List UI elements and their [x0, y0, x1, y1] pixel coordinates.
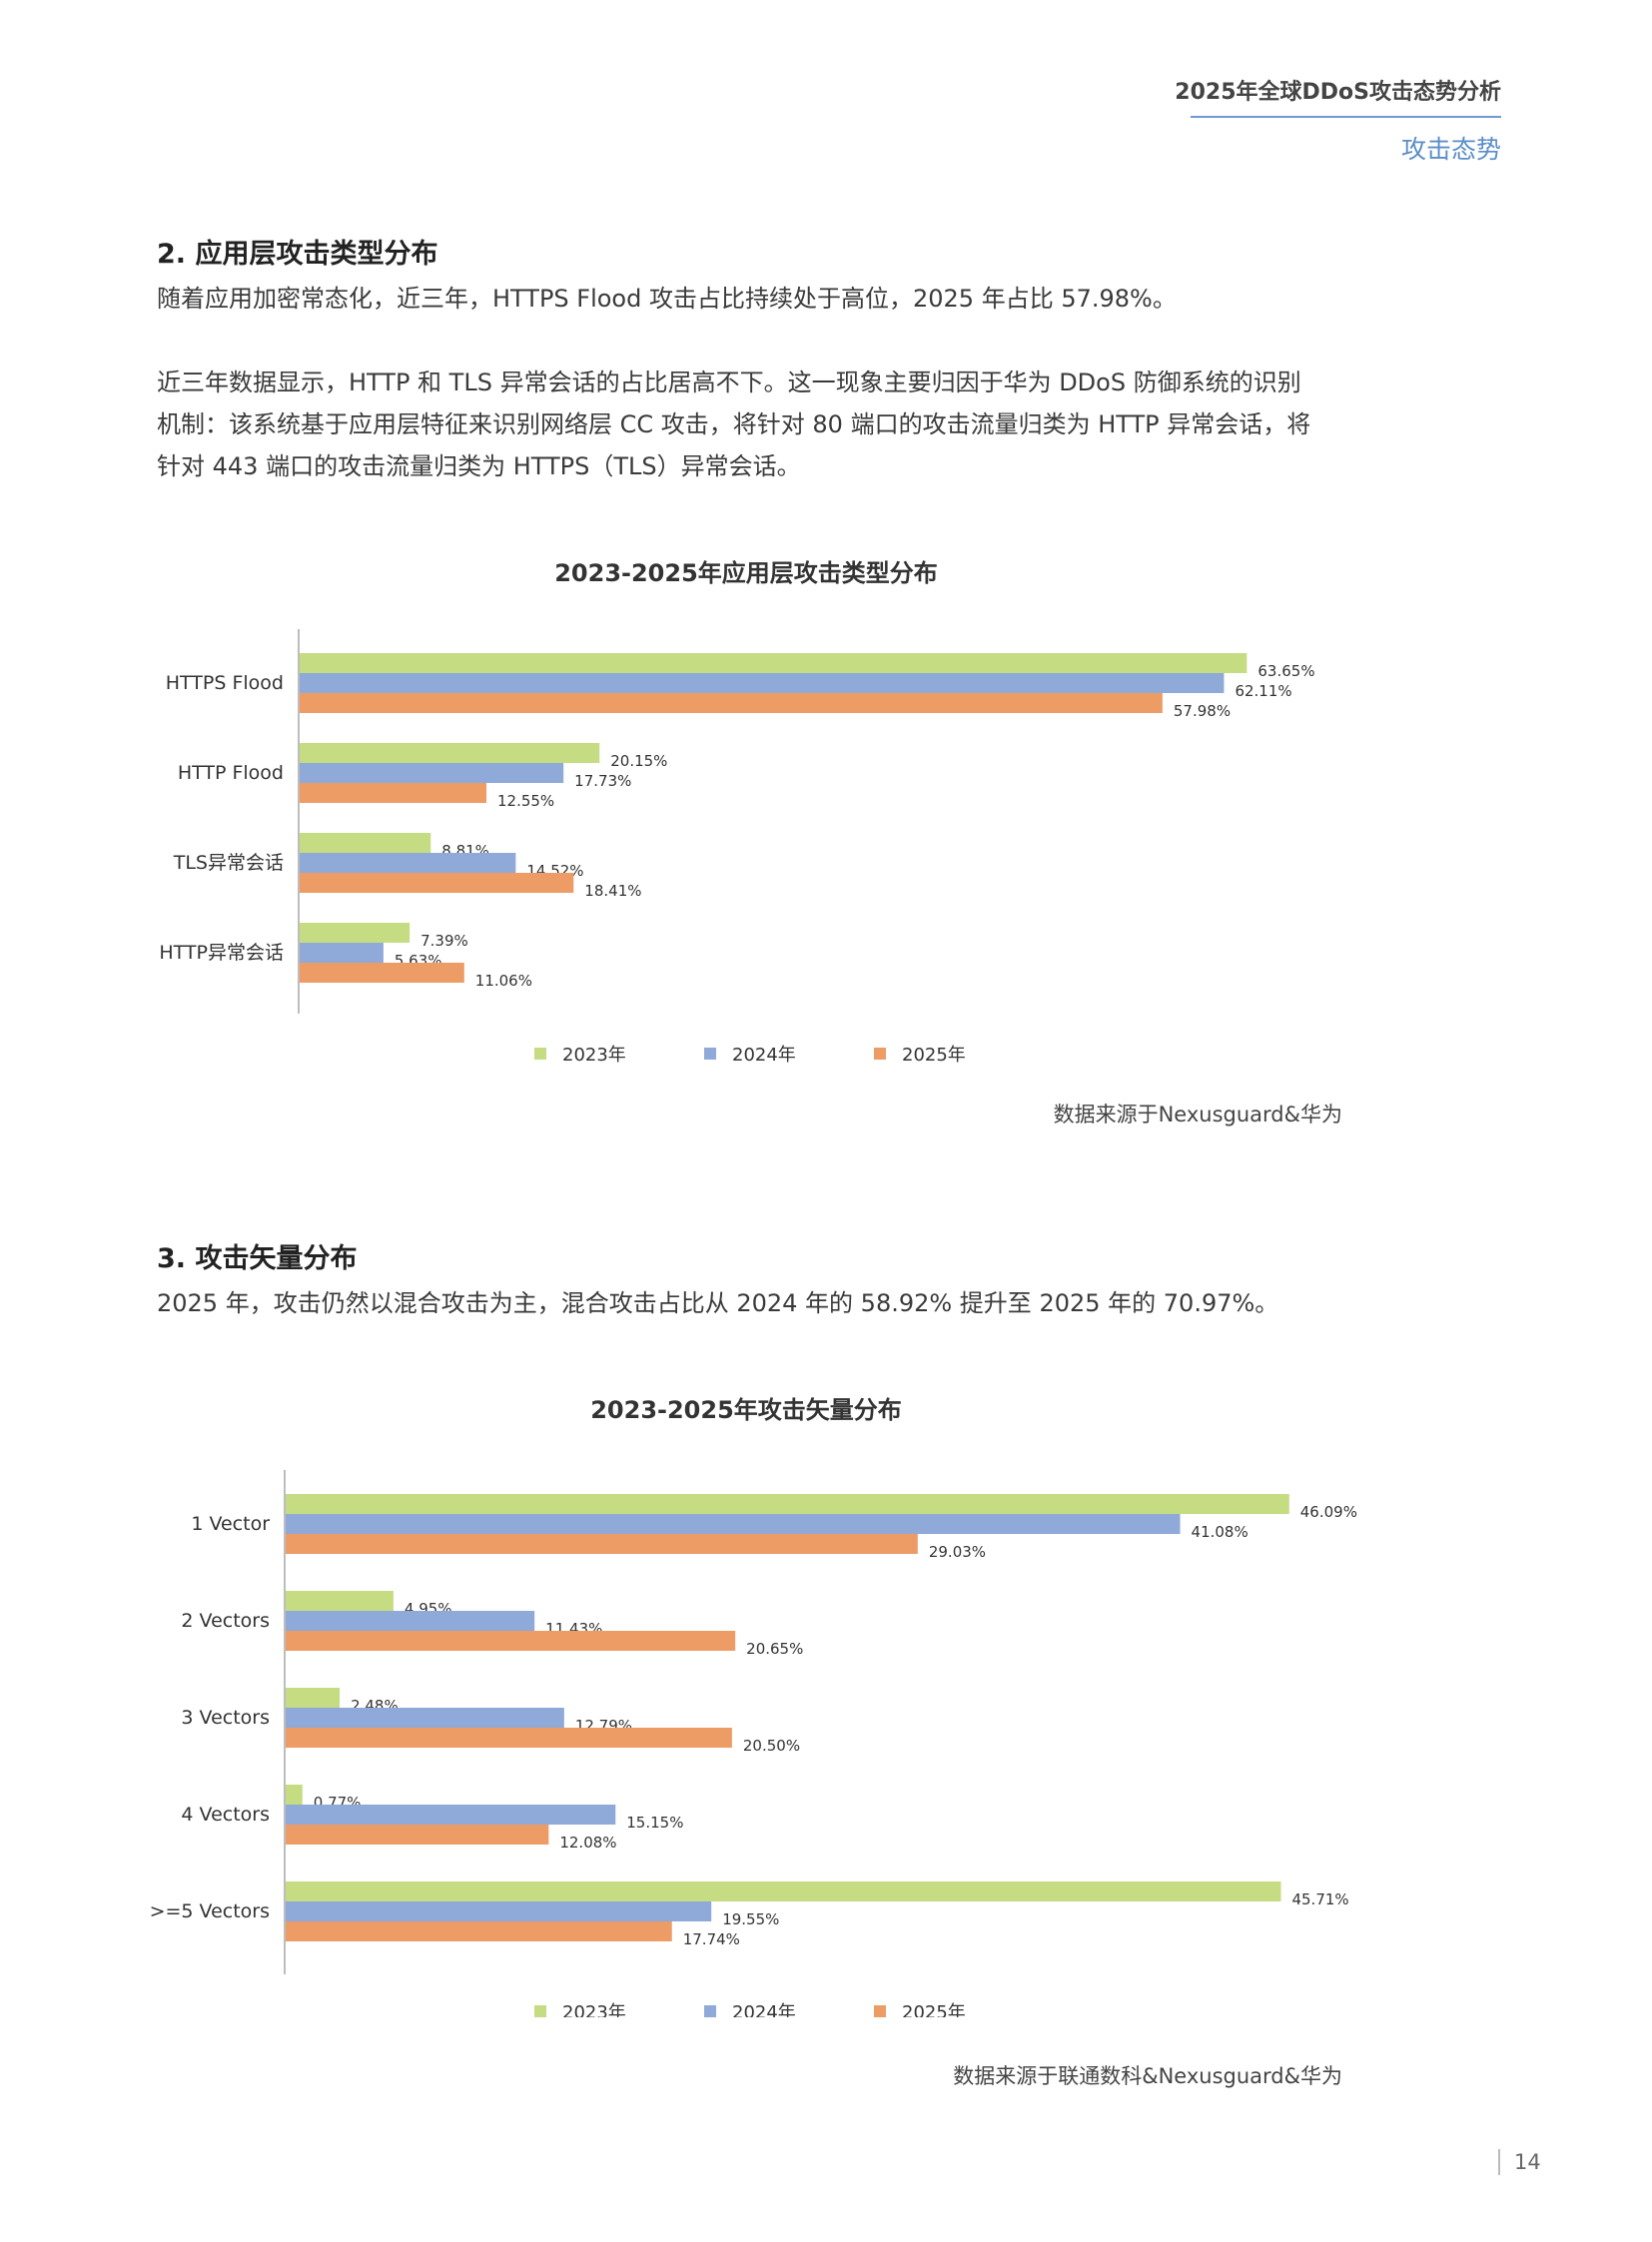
data-label: 12.08% [559, 1834, 616, 1852]
legend-swatch-2023年 [534, 2005, 546, 2017]
section3-para1: 2025 年，攻击仍然以混合攻击为主，混合攻击占比从 2024 年的 58.92… [157, 1289, 1279, 1317]
bar-2023年-HTTP异常会话 [300, 923, 411, 943]
data-label: 63.65% [1257, 662, 1314, 680]
data-label: 45.71% [1291, 1890, 1348, 1908]
legend-label: 2024年 [732, 2002, 796, 2017]
data-label: 17.73% [574, 772, 631, 790]
data-label: 20.15% [610, 752, 667, 770]
bar-2025年-3 Vectors [286, 1728, 732, 1748]
legend-label: 2024年 [732, 1045, 796, 1066]
bar-2023年-2 Vectors [286, 1591, 394, 1611]
data-label: 29.03% [929, 1543, 986, 1561]
bar-2023年-3 Vectors [286, 1688, 341, 1708]
category-label: HTTP Flood [178, 762, 284, 784]
data-label: 19.55% [722, 1910, 779, 1928]
data-label: 17.74% [683, 1930, 740, 1948]
data-label: 62.11% [1235, 682, 1291, 700]
bar-2023年-4 Vectors [286, 1785, 303, 1805]
bar-2024年-TLS异常会话 [300, 853, 516, 873]
bar-2025年-HTTP Flood [300, 783, 486, 803]
legend-swatch-2025年 [874, 2005, 886, 2017]
bar-2024年-HTTPS Flood [300, 673, 1225, 693]
header-rule [1191, 116, 1501, 118]
bar-2024年-HTTP异常会话 [300, 943, 384, 963]
legend-label: 2025年 [902, 2002, 966, 2017]
bar-2024年-3 Vectors [286, 1708, 564, 1728]
bar-2024年-HTTP Flood [300, 763, 564, 783]
data-label: 20.65% [746, 1640, 803, 1658]
data-label: 15.15% [626, 1814, 683, 1832]
page-number: 14 [1498, 2149, 1541, 2175]
chart2-title: 2023-2025年攻击矢量分布 [590, 1396, 902, 1424]
bar-2023年-HTTPS Flood [300, 653, 1247, 673]
legend-label: 2023年 [562, 2002, 626, 2017]
bar-2025年-4 Vectors [286, 1825, 549, 1845]
bar-2024年-2 Vectors [286, 1611, 535, 1631]
bar-2025年-TLS异常会话 [300, 873, 574, 893]
category-label: HTTP异常会话 [159, 942, 284, 964]
legend-swatch-2024年 [704, 1048, 716, 1060]
legend-label: 2023年 [562, 1045, 626, 1066]
bar-2023年-TLS异常会话 [300, 833, 431, 853]
bar-2025年-2 Vectors [286, 1631, 736, 1651]
category-label: 3 Vectors [181, 1707, 270, 1729]
category-label: TLS异常会话 [173, 852, 284, 874]
bar-2024年->=5 Vectors [286, 1901, 712, 1921]
section3-heading: 3. 攻击矢量分布 [157, 1243, 358, 1274]
data-label: 46.09% [1300, 1503, 1357, 1521]
section2-para2-line3: 针对 443 端口的攻击流量归类为 HTTPS（TLS）异常会话。 [157, 452, 801, 480]
bar-2023年->=5 Vectors [286, 1881, 1281, 1901]
bar-2025年-1 Vector [286, 1534, 918, 1554]
section2-heading: 2. 应用层攻击类型分布 [157, 239, 438, 270]
bar-2024年-4 Vectors [286, 1805, 616, 1825]
header-title: 2025年全球DDoS攻击态势分析 [1175, 80, 1501, 105]
section2-para1: 随着应用加密常态化，近三年，HTTPS Flood 攻击占比持续处于高位，202… [157, 285, 1177, 313]
data-label: 41.08% [1192, 1523, 1248, 1541]
legend-swatch-2023年 [534, 1048, 546, 1060]
chart1-title: 2023-2025年应用层攻击类型分布 [554, 559, 938, 587]
section2-para2-line2: 机制：该系统基于应用层特征来识别网络层 CC 攻击，将针对 80 端口的攻击流量… [157, 410, 1311, 438]
legend-swatch-2025年 [874, 1048, 886, 1060]
legend-swatch-2024年 [704, 2005, 716, 2017]
category-label: HTTPS Flood [166, 672, 284, 694]
category-label: 4 Vectors [181, 1804, 270, 1826]
section3-source: 数据来源于联通数科&Nexusguard&华为 [953, 2064, 1342, 2088]
section2-para2-line1: 近三年数据显示，HTTP 和 TLS 异常会话的占比居高不下。这一现象主要归因于… [157, 369, 1301, 396]
bar-2023年-HTTP Flood [300, 743, 600, 763]
bar-2024年-1 Vector [286, 1514, 1181, 1534]
category-label: >=5 Vectors [150, 1900, 270, 1922]
bar-2025年-HTTPS Flood [300, 693, 1163, 713]
data-label: 12.55% [497, 792, 554, 810]
category-label: 2 Vectors [181, 1610, 270, 1632]
data-label: 11.06% [475, 972, 532, 990]
section2-source: 数据来源于Nexusguard&华为 [1053, 1103, 1342, 1126]
bar-2023年-1 Vector [286, 1494, 1289, 1514]
chart1-svg: HTTPS Flood 63.65% 62.11%57.98% HTTP Flood 2… [159, 629, 1315, 1066]
data-label: 7.39% [420, 932, 468, 950]
category-label: 1 Vector [191, 1513, 270, 1535]
header-subtitle: 攻击态势 [1400, 135, 1501, 164]
data-label: 18.41% [584, 882, 641, 900]
data-label: 57.98% [1174, 702, 1231, 720]
section2-para2: 近三年数据显示，HTTP 和 TLS 异常会话的占比居高不下。这一现象主要归因于… [157, 362, 1355, 487]
bar-2025年->=5 Vectors [286, 1921, 672, 1941]
data-label: 20.50% [743, 1737, 800, 1755]
legend-label: 2025年 [902, 1045, 966, 1066]
bar-2025年-HTTP异常会话 [300, 963, 464, 983]
